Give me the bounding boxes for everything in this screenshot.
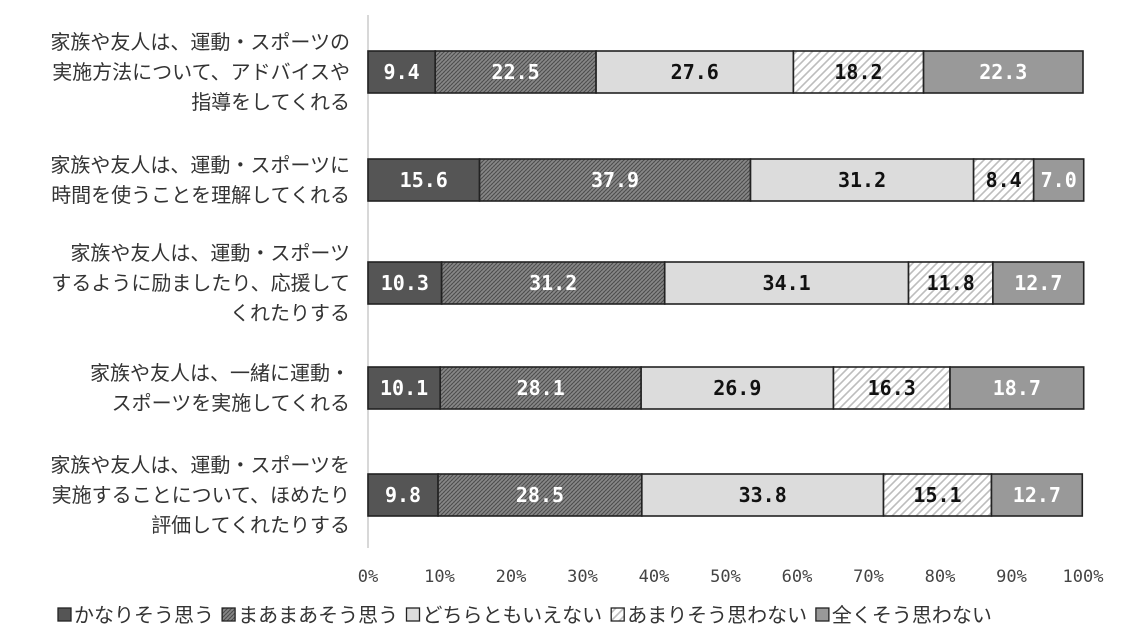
x-tick-labels-layer: 0% 10% 20% 30% 40% 50% 60% 70% 80% 90% 100% — [358, 567, 1104, 587]
bar-segment — [640, 366, 835, 410]
category-label: するように励ましたり、応援して — [51, 271, 350, 295]
category-label: 家族や友人は、一緒に運動・ — [90, 361, 350, 385]
data-label: 31.2 — [838, 168, 886, 192]
category-label: 家族や友人は、運動・スポーツの — [50, 30, 350, 54]
category-label: 実施することについて、ほめたり — [52, 483, 350, 507]
data-label: 34.1 — [763, 271, 811, 295]
data-label: 37.9 — [591, 168, 639, 192]
bar-segment — [663, 261, 910, 305]
data-label: 10.3 — [381, 271, 429, 295]
bar-segment — [922, 50, 1084, 94]
legend: かなりそう思う まあまあそう思う どちらともいえない あまりそう思わない 全くそう思わな… — [57, 603, 992, 627]
bar-segment — [992, 261, 1085, 305]
data-label: 10.1 — [380, 376, 428, 400]
x-tick-label: 100% — [1063, 567, 1104, 587]
legend-item: まあまあそう思う — [221, 603, 398, 627]
legend-swatch — [405, 607, 421, 622]
category-label: くれたりする — [230, 301, 350, 325]
category-label: 評価してくれたりする — [151, 513, 350, 537]
x-tick-label: 30% — [567, 567, 598, 587]
bar-segment — [882, 473, 993, 517]
category-label: スポーツを実施してくれる — [112, 391, 350, 415]
data-label: 18.2 — [834, 60, 882, 84]
x-tick-label: 70% — [853, 567, 884, 587]
legend-item: あまりそう思わない — [610, 603, 807, 627]
bar-segment — [1032, 158, 1085, 202]
legend-swatch — [610, 607, 625, 622]
bar-segment — [990, 473, 1084, 517]
data-label: 9.4 — [384, 60, 420, 84]
x-tick-label: 10% — [424, 567, 455, 587]
category-label: 時間を使うことを理解してくれる — [51, 183, 350, 207]
data-label: 15.6 — [400, 168, 448, 192]
legend-item: どちらともいえない — [405, 603, 603, 627]
legend-label: まあまあそう思う — [238, 603, 398, 627]
data-label: 28.5 — [516, 483, 564, 507]
bar-segment — [972, 158, 1035, 202]
legend-swatch — [57, 607, 72, 622]
data-label: 28.1 — [517, 376, 565, 400]
legend-item: かなりそう思う — [57, 603, 214, 627]
data-label: 22.5 — [492, 60, 540, 84]
category-label: 家族や友人は、運動・スポーツ — [70, 241, 350, 265]
data-label: 7.0 — [1041, 168, 1077, 192]
legend-label: 全くそう思わない — [832, 603, 992, 627]
bar-segment — [367, 473, 439, 517]
bar-segment — [641, 473, 885, 517]
legend-swatch — [815, 607, 830, 622]
data-label: 12.7 — [1013, 483, 1061, 507]
bar-segment — [439, 366, 642, 410]
x-tick-label: 60% — [782, 567, 813, 587]
category-label: 実施方法について、アドバイスや — [52, 60, 350, 84]
data-label: 26.9 — [713, 376, 761, 400]
category-label: 家族や友人は、運動・スポーツを — [50, 453, 350, 477]
category-label: 指導をしてくれる — [191, 90, 350, 114]
bar-segment — [595, 50, 795, 94]
bar-segment — [907, 261, 994, 305]
data-label: 8.4 — [986, 168, 1022, 192]
data-label: 16.3 — [868, 376, 916, 400]
x-tick-label: 0% — [358, 567, 378, 587]
data-label: 27.6 — [671, 60, 719, 84]
bar-segment — [949, 366, 1085, 410]
data-label: 11.8 — [927, 271, 975, 295]
data-label: 31.2 — [529, 271, 577, 295]
bars-layer: 9.4 22.5 27.6 18.2 22.3 15.6 37.9 31.2 8.4 7.0 10.… — [367, 50, 1085, 517]
bar-segment — [367, 261, 443, 305]
legend-item: 全くそう思わない — [815, 603, 992, 627]
legend-label: あまりそう思わない — [627, 603, 807, 627]
data-label: 15.1 — [913, 483, 961, 507]
bar-segment — [367, 366, 442, 410]
bar-segment — [434, 50, 597, 94]
data-label: 9.8 — [385, 483, 421, 507]
data-label: 12.7 — [1014, 271, 1062, 295]
data-label: 22.3 — [979, 60, 1027, 84]
legend-label: どちらともいえない — [423, 603, 603, 627]
bar-segment — [832, 366, 951, 410]
legend-label: かなりそう思う — [74, 603, 214, 627]
legend-swatch — [221, 607, 236, 622]
x-tick-label: 20% — [496, 567, 527, 587]
x-tick-label: 50% — [710, 567, 741, 587]
data-label: 33.8 — [739, 483, 787, 507]
data-label: 18.7 — [993, 376, 1041, 400]
category-label: 家族や友人は、運動・スポーツに — [50, 153, 350, 177]
category-labels-layer: 家族や友人は、運動・スポーツの実施方法について、アドバイスや指導をしてくれる家族… — [50, 30, 350, 537]
x-tick-label: 80% — [925, 567, 956, 587]
x-tick-label: 90% — [996, 567, 1027, 587]
x-tick-label: 40% — [639, 567, 670, 587]
